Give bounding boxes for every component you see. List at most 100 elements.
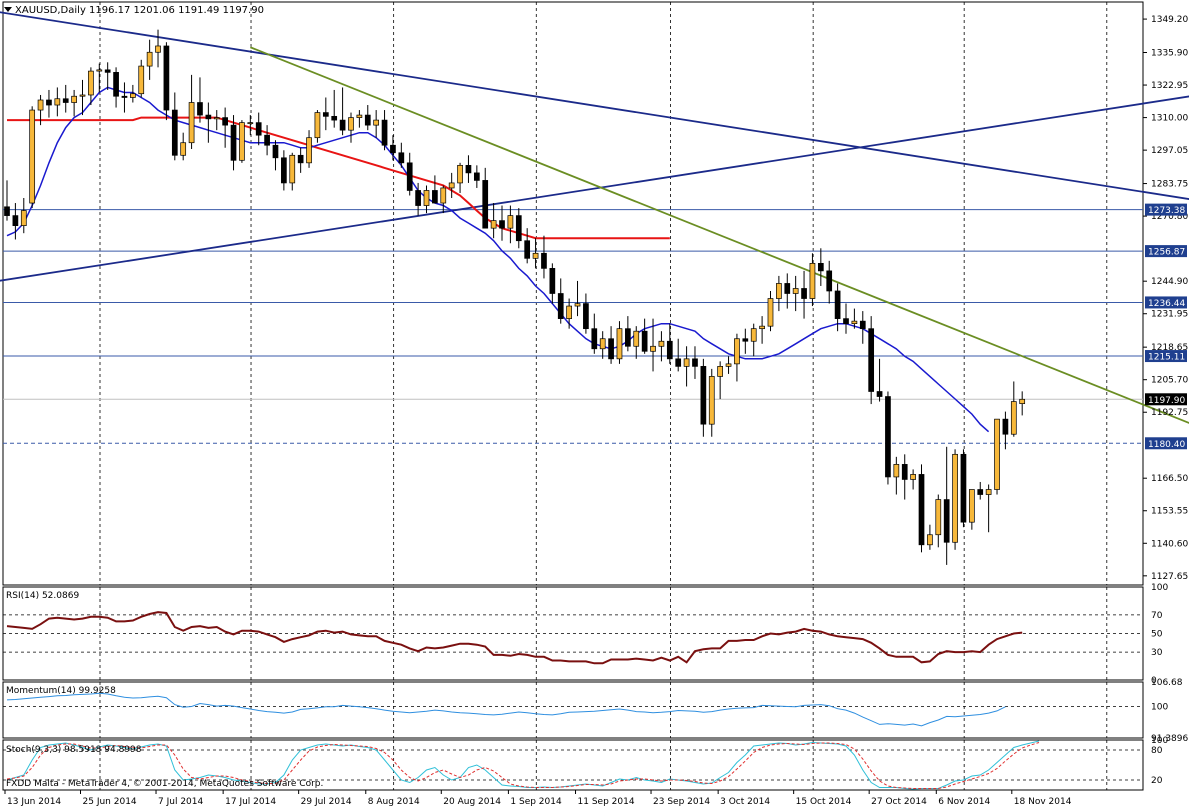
bear-candle	[281, 157, 287, 184]
price-level-tag	[1145, 203, 1187, 216]
bear-candle	[943, 499, 950, 543]
y-tick-label: 1270.80	[1151, 212, 1188, 222]
bull-candle	[29, 109, 36, 204]
bull-candle	[440, 187, 447, 204]
stoch-title: Stoch(9,3,3) 98.5918 94.8998	[6, 745, 142, 755]
bull-candle	[759, 325, 765, 330]
bear-candle	[4, 206, 10, 216]
y-tick-label: 1166.50	[1151, 474, 1188, 484]
y-tick-label: 1127.65	[1151, 572, 1188, 582]
bull-candle	[314, 112, 321, 139]
price-panel-frame	[2, 1, 1144, 586]
bear-candle	[297, 154, 304, 164]
bull-candle	[851, 320, 858, 325]
bear-candle	[583, 303, 589, 330]
momentum-tick-label: 91.3896	[1151, 734, 1188, 744]
bull-candle	[356, 114, 363, 118]
bull-candle	[968, 489, 975, 523]
bear-candle	[113, 72, 119, 97]
navy-trendline[interactable]	[0, 95, 1189, 282]
bull-candle	[994, 418, 1000, 490]
last-price-tag	[1145, 393, 1187, 406]
price-level-label: 1236.44	[1148, 299, 1185, 309]
bull-candle	[750, 328, 757, 342]
stoch-signal-line	[6, 742, 1040, 789]
y-tick-label: 1310.00	[1151, 114, 1188, 124]
momentum-line	[6, 692, 1006, 727]
y-tick-label: 1335.90	[1151, 49, 1188, 59]
bull-candle	[507, 215, 514, 229]
bull-candle	[96, 69, 103, 72]
bull-candle	[734, 338, 740, 365]
bull-candle	[213, 117, 220, 120]
bull-candle	[289, 154, 296, 184]
x-tick-label: 1 Sep 2014	[510, 797, 562, 807]
y-tick-label: 1218.65	[1151, 343, 1188, 353]
trendline-layer[interactable]	[0, 11, 1189, 427]
bull-candle	[650, 345, 656, 352]
stoch-tick-label: 80	[1151, 746, 1163, 756]
bull-candle	[658, 340, 665, 347]
bull-candle	[776, 283, 782, 299]
x-tick-label: 6 Nov 2014	[938, 797, 990, 807]
x-tick-label: 15 Oct 2014	[796, 797, 852, 807]
bear-candle	[826, 270, 833, 292]
bull-candle	[146, 51, 153, 67]
bull-candle	[423, 190, 430, 206]
olive-trendline[interactable]	[249, 46, 1189, 426]
momentum-tick-label: 100	[1151, 702, 1168, 712]
bull-candle	[155, 45, 161, 53]
y-tick-label: 1231.95	[1151, 310, 1188, 320]
price-level-label: 1180.40	[1148, 440, 1185, 450]
bear-candle	[843, 318, 849, 325]
bear-candle	[205, 114, 212, 120]
bull-candle	[725, 363, 732, 367]
bear-candle	[331, 115, 338, 121]
bull-candle	[37, 99, 44, 111]
axes-layer: 1349.20 1335.90 1322.95 1310.00 1297.05 1283.…	[4, 15, 1188, 807]
chart-symbol: XAUUSD,Daily	[15, 5, 86, 16]
navy-trendline[interactable]	[0, 11, 1189, 200]
bear-candle	[960, 453, 967, 523]
bear-candle	[339, 119, 346, 131]
bear-candle	[398, 152, 405, 164]
bear-candle	[876, 391, 883, 397]
bear-candle	[515, 215, 522, 242]
bull-candle	[79, 94, 86, 97]
momentum-panel-frame	[2, 681, 1144, 739]
bear-candle	[432, 190, 438, 204]
price-level-tag	[1145, 296, 1187, 309]
bear-candle	[557, 293, 564, 319]
bear-candle	[625, 328, 631, 347]
bear-candle	[885, 396, 891, 478]
copyright-text: FXDD Malta - MetaTrader 4, © 2001-2014, …	[6, 779, 323, 789]
bear-candle	[918, 474, 925, 546]
triangle-down-icon[interactable]	[4, 7, 12, 12]
bull-candle	[448, 182, 455, 189]
bear-candle	[415, 190, 421, 206]
bear-candle	[465, 164, 472, 174]
bear-candle	[255, 122, 262, 136]
bull-candle	[717, 366, 724, 377]
bear-candle	[46, 99, 52, 106]
candlestick-layer	[4, 29, 1026, 565]
bear-candle	[700, 366, 707, 425]
bull-candle	[239, 122, 245, 161]
x-tick-label: 23 Sep 2014	[653, 797, 710, 807]
price-level-tag	[1145, 245, 1187, 258]
ma-red-line	[7, 116, 670, 240]
bear-candle	[524, 240, 531, 259]
bull-candle	[952, 453, 958, 543]
bear-candle	[817, 262, 824, 272]
bull-candle	[566, 305, 572, 319]
indicator-layer	[3, 611, 1143, 790]
bear-candle	[641, 330, 648, 352]
stoch-tick-label: 100	[1151, 736, 1168, 746]
bear-candle	[608, 338, 614, 360]
rsi-tick-label: 70	[1151, 611, 1163, 621]
bull-candle	[188, 102, 195, 144]
bear-candle	[692, 358, 698, 367]
bull-candle	[138, 65, 145, 95]
